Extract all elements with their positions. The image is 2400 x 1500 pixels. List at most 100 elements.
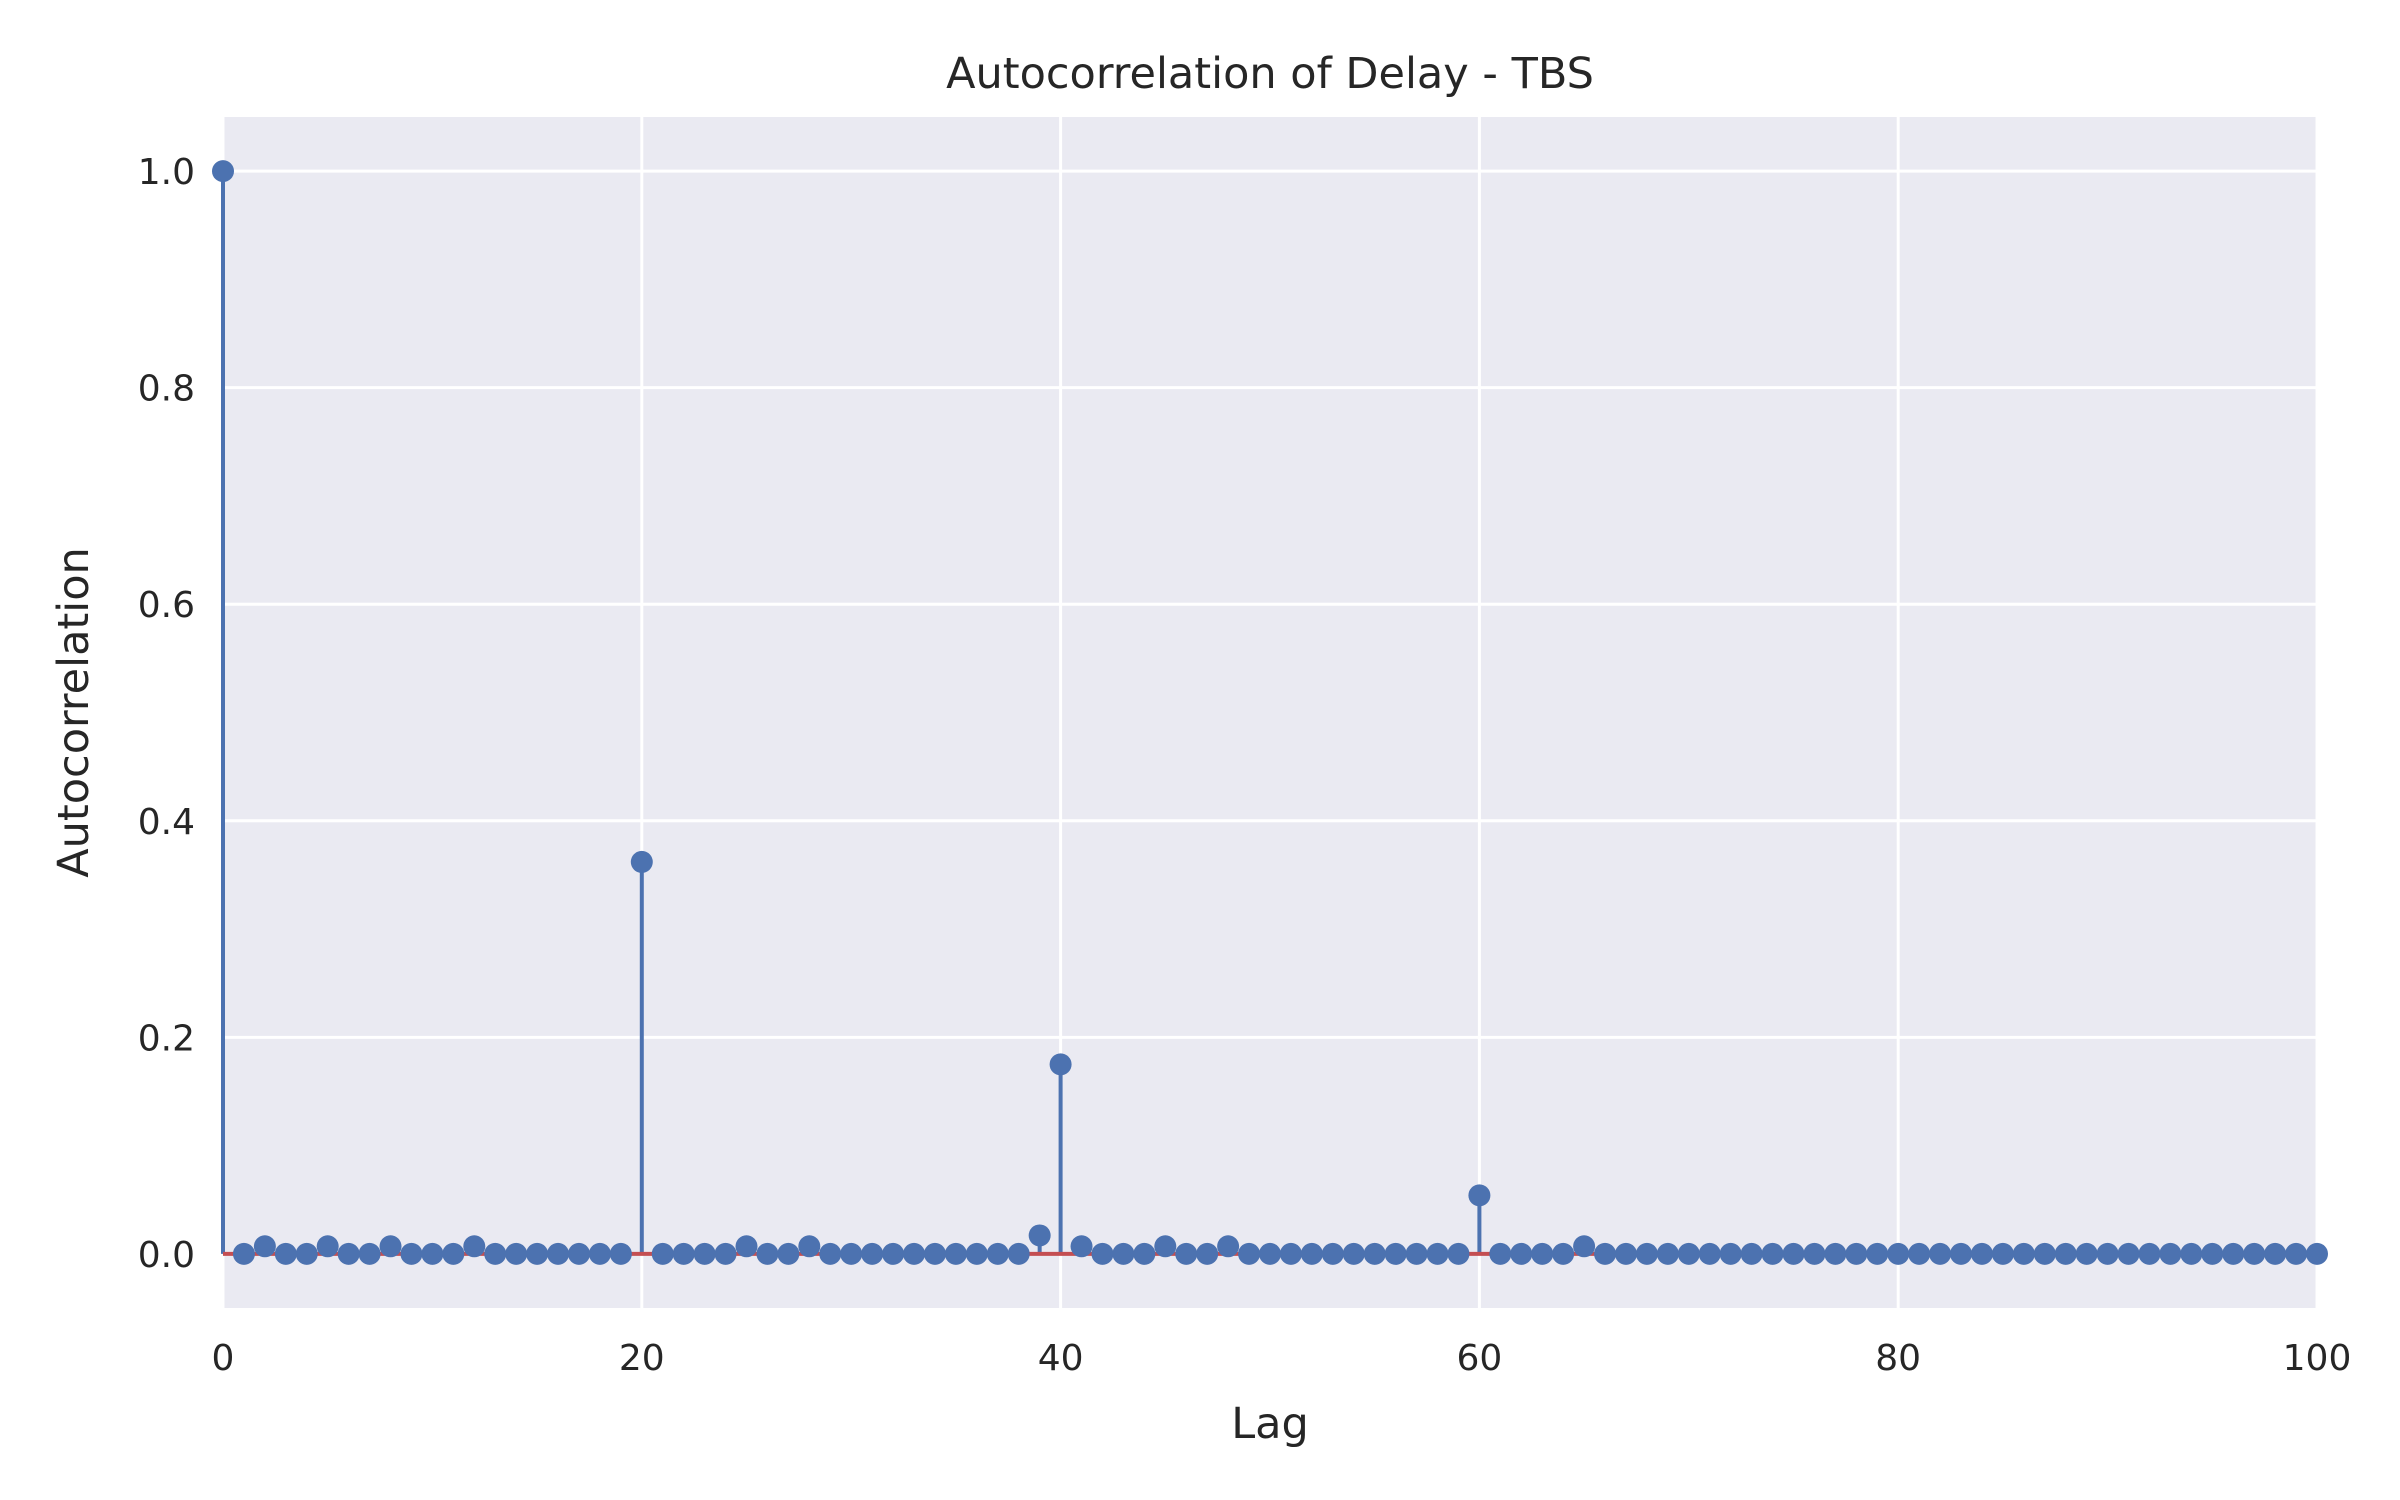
stem-marker	[2243, 1242, 2266, 1265]
stem-marker	[756, 1242, 779, 1265]
stem-marker	[2285, 1242, 2308, 1265]
stem-marker	[567, 1242, 590, 1265]
stem-marker	[2264, 1242, 2287, 1265]
stem-marker	[2201, 1242, 2224, 1265]
stem-marker	[358, 1242, 381, 1265]
stem-marker	[1028, 1224, 1051, 1247]
stem-marker	[1133, 1242, 1156, 1265]
stem-marker	[1300, 1242, 1323, 1265]
stem-marker	[651, 1242, 674, 1265]
stem-marker	[526, 1242, 549, 1265]
stem-marker	[400, 1242, 423, 1265]
stem-marker	[1259, 1242, 1281, 1265]
stem-marker	[1950, 1242, 1973, 1265]
stem-marker	[442, 1242, 465, 1265]
stem-marker	[1342, 1242, 1365, 1265]
stem-marker	[2033, 1242, 2056, 1265]
stem-marker	[1175, 1242, 1198, 1265]
stem-marker	[1866, 1242, 1889, 1265]
stem-marker	[1761, 1242, 1784, 1265]
x-tick-label: 80	[1875, 1338, 1921, 1379]
stem-marker	[1908, 1242, 1931, 1265]
stem-marker	[1698, 1242, 1721, 1265]
stem-marker	[2012, 1242, 2035, 1265]
stem-marker	[609, 1242, 632, 1265]
stem-marker	[777, 1242, 800, 1265]
stem-marker	[1238, 1242, 1261, 1265]
stem-marker	[1405, 1242, 1428, 1265]
stem-marker	[1740, 1242, 1763, 1265]
stem-marker	[1091, 1242, 1114, 1265]
stem-marker	[2096, 1242, 2119, 1265]
stem-marker	[923, 1242, 946, 1265]
stem-marker	[986, 1242, 1009, 1265]
x-tick-label: 40	[1038, 1338, 1084, 1379]
stem-marker	[295, 1242, 318, 1265]
stem-marker	[1196, 1242, 1219, 1265]
stem-marker	[1824, 1242, 1847, 1265]
stem-marker	[965, 1242, 988, 1265]
y-tick-label: 1.0	[138, 152, 195, 193]
stem-marker	[1635, 1242, 1658, 1265]
stem-marker	[1552, 1242, 1575, 1265]
stem-marker	[1887, 1242, 1910, 1265]
stem-marker	[1112, 1242, 1135, 1265]
stem-marker	[1489, 1242, 1512, 1265]
stem-marker	[1991, 1242, 2014, 1265]
stem-marker	[2222, 1242, 2245, 1265]
y-tick-label: 0.4	[138, 802, 195, 843]
stem-marker	[253, 1235, 276, 1258]
stem-marker	[1845, 1242, 1868, 1265]
stem-marker	[2054, 1242, 2077, 1265]
plot-area	[223, 117, 2317, 1308]
stem-marker	[1384, 1242, 1407, 1265]
stem-marker	[1363, 1242, 1386, 1265]
stem-marker	[1573, 1235, 1596, 1258]
y-tick-labels: 0.0 0.2 0.4 0.6 0.8 1.0	[138, 152, 195, 1276]
y-tick-label: 0.8	[138, 369, 195, 410]
stem-marker	[1531, 1242, 1554, 1265]
stem-marker	[798, 1235, 821, 1258]
stem-marker	[484, 1242, 507, 1265]
stem-marker	[588, 1242, 611, 1265]
stem-marker	[693, 1242, 716, 1265]
stem-marker	[337, 1242, 360, 1265]
stem-marker	[1656, 1242, 1679, 1265]
stem-marker	[2075, 1242, 2098, 1265]
stem-marker	[903, 1242, 926, 1265]
y-tick-label: 0.2	[138, 1018, 195, 1059]
stem-marker	[1447, 1242, 1470, 1265]
stem-marker	[1468, 1184, 1491, 1207]
y-axis-title: Autocorrelation	[49, 547, 99, 878]
stem-marker	[2306, 1242, 2328, 1265]
stem-marker	[212, 160, 234, 183]
grid-lines	[221, 117, 2319, 1308]
stem-marker	[1677, 1242, 1700, 1265]
stem-marker	[463, 1235, 486, 1258]
stem-marker	[232, 1242, 255, 1265]
stem-marker	[2180, 1242, 2203, 1265]
stem-marker	[1719, 1242, 1742, 1265]
x-tick-labels: 0 20 40 60 80 100	[212, 1338, 2352, 1379]
stem-marker	[1154, 1235, 1177, 1258]
stem-marker	[1007, 1242, 1030, 1265]
stem-marker	[1049, 1053, 1072, 1076]
stem-marker	[1614, 1242, 1637, 1265]
x-axis-title: Lag	[1231, 1399, 1309, 1449]
x-tick-label: 20	[619, 1338, 665, 1379]
stem-markers	[212, 160, 2328, 1265]
stem-marker	[1594, 1242, 1617, 1265]
stem-marker	[316, 1235, 339, 1258]
x-tick-label: 100	[2283, 1338, 2352, 1379]
stem-marker	[2159, 1242, 2182, 1265]
stem-marker	[274, 1242, 297, 1265]
stem-marker	[505, 1242, 528, 1265]
stem-marker	[1803, 1242, 1826, 1265]
stem-marker	[861, 1242, 884, 1265]
stem-marker	[630, 850, 653, 873]
stem-marker	[1510, 1242, 1533, 1265]
chart-title: Autocorrelation of Delay - TBS	[946, 49, 1594, 99]
y-tick-label: 0.0	[138, 1235, 195, 1276]
stem-marker	[2117, 1242, 2140, 1265]
